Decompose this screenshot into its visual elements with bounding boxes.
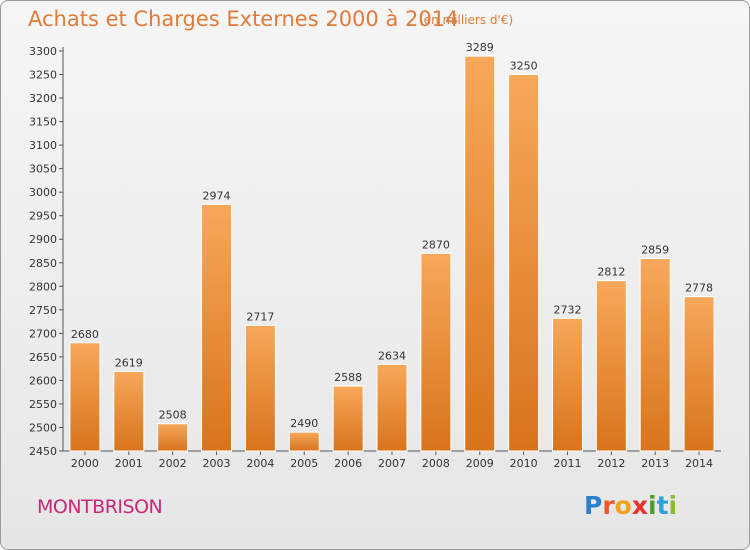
chart-axes: 2450 2500 2550 2600 2650 2700 2750 2800 2850 2900…: [29, 45, 721, 458]
logo-letter: o: [614, 491, 632, 520]
bar: [420, 252, 452, 452]
y-tick-label: 3300: [29, 45, 57, 58]
bar-value-label: 2490: [290, 417, 318, 430]
x-tick-label: 2009: [466, 457, 494, 470]
y-tick-label: 2850: [29, 257, 57, 270]
bar-value-label: 2778: [685, 282, 713, 295]
bar: [683, 296, 715, 452]
x-tick-label: 2007: [378, 457, 406, 470]
x-tick-label: 2008: [422, 457, 450, 470]
x-tick-label: 2014: [685, 457, 713, 470]
bar-value-label: 3250: [510, 60, 538, 73]
bar: [551, 317, 583, 452]
bar: [464, 55, 496, 452]
bar-value-label: 2732: [553, 303, 581, 316]
x-tick-label: 2002: [159, 457, 187, 470]
bar: [113, 370, 145, 452]
bar: [376, 363, 408, 452]
y-tick-label: 3100: [29, 139, 57, 152]
x-tick-label: 2011: [553, 457, 581, 470]
logo-letter: i: [648, 491, 657, 520]
bar: [201, 203, 233, 452]
bar-value-label: 2974: [203, 189, 231, 202]
chart-subtitle: (en milliers d'€): [419, 13, 514, 27]
bar-value-label: 2812: [597, 266, 625, 279]
x-tick-label: 2003: [203, 457, 231, 470]
bar-value-label: 2634: [378, 349, 406, 362]
bar: [288, 431, 320, 452]
logo-letter: i: [668, 491, 678, 520]
x-tick-label: 2006: [334, 457, 362, 470]
chart-bars: [69, 55, 715, 452]
y-tick-label: 3000: [29, 186, 57, 199]
bar: [157, 423, 189, 452]
x-tick-label: 2013: [641, 457, 669, 470]
y-tick-label: 2650: [29, 351, 57, 364]
y-tick-label: 2550: [29, 398, 57, 411]
y-tick-label: 2500: [29, 421, 57, 434]
logo-letter: t: [656, 491, 669, 520]
bar: [595, 280, 627, 452]
x-tick-label: 2005: [290, 457, 318, 470]
bar: [508, 74, 540, 452]
bar-value-label: 2870: [422, 238, 450, 251]
x-tick-label: 2010: [510, 457, 538, 470]
bar: [69, 342, 101, 452]
bar: [332, 385, 364, 452]
y-tick-label: 3250: [29, 69, 57, 82]
x-tick-label: 2012: [597, 457, 625, 470]
bar-value-label: 2717: [246, 310, 274, 323]
y-tick-label: 2750: [29, 304, 57, 317]
y-tick-label: 2450: [29, 445, 57, 458]
x-tick-label: 2001: [115, 457, 143, 470]
bar-value-label: 2859: [641, 244, 669, 257]
logo-letter: P: [584, 491, 603, 520]
y-tick-label: 3200: [29, 92, 57, 105]
y-tick-label: 2800: [29, 280, 57, 293]
x-tick-label: 2000: [71, 457, 99, 470]
chart-title: Achats et Charges Externes 2000 à 2014: [28, 7, 459, 31]
y-tick-label: 2700: [29, 327, 57, 340]
y-tick-label: 2600: [29, 374, 57, 387]
y-tick-label: 3150: [29, 116, 57, 129]
y-tick-label: 2950: [29, 210, 57, 223]
bar: [244, 324, 276, 452]
bar-value-label: 3289: [466, 41, 494, 54]
x-tick-label: 2004: [246, 457, 274, 470]
bar: [639, 258, 671, 452]
chart-labels: 2680 2000 2619 2001 2508 2002 2974 2003 2717 2004…: [71, 41, 713, 470]
logo-letter: x: [631, 491, 648, 520]
y-tick-label: 3050: [29, 163, 57, 176]
logo-letter: r: [602, 491, 615, 520]
city-name: MONTBRISON: [37, 496, 163, 518]
y-tick-label: 2900: [29, 233, 57, 246]
proxiti-logo[interactable]: Proxiti: [584, 491, 677, 520]
bar-value-label: 2619: [115, 356, 143, 369]
bar-value-label: 2508: [159, 409, 187, 422]
bar-value-label: 2680: [71, 328, 99, 341]
bar-value-label: 2588: [334, 371, 362, 384]
